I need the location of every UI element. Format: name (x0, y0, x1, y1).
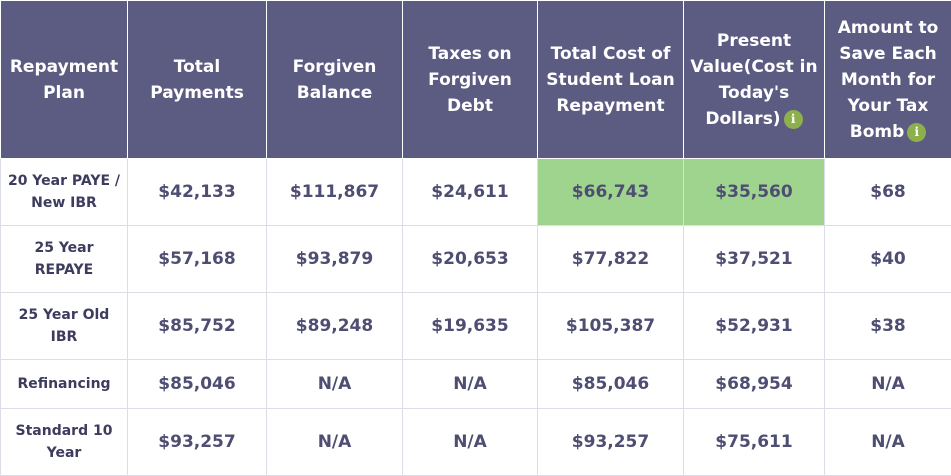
table-row: Standard 10 Year $93,257 N/A N/A $93,257… (0, 408, 951, 476)
taxes-cell: N/A (402, 359, 538, 409)
total-payments-cell: $85,752 (127, 292, 267, 360)
total-cost-cell: $85,046 (537, 359, 684, 409)
table-row: Refinancing $85,046 N/A N/A $85,046 $68,… (0, 359, 951, 409)
header-monthly-savings: Amount to Save Each Month for Your Tax B… (824, 0, 951, 159)
forgiven-balance-cell: $93,879 (266, 225, 403, 293)
forgiven-balance-cell: $89,248 (266, 292, 403, 360)
monthly-savings-cell: N/A (824, 408, 951, 476)
taxes-cell: $24,611 (402, 158, 538, 226)
header-taxes-on-forgiven-debt: Taxes on Forgiven Debt (402, 0, 538, 159)
info-icon[interactable]: i (907, 122, 927, 142)
monthly-savings-cell: $68 (824, 158, 951, 226)
total-payments-cell: $42,133 (127, 158, 267, 226)
present-value-cell: $75,611 (683, 408, 825, 476)
monthly-savings-cell: $40 (824, 225, 951, 293)
table-row: 25 Year REPAYE $57,168 $93,879 $20,653 $… (0, 225, 951, 293)
total-payments-cell: $93,257 (127, 408, 267, 476)
total-payments-cell: $57,168 (127, 225, 267, 293)
present-value-cell: $35,560 (683, 158, 825, 226)
total-payments-cell: $85,046 (127, 359, 267, 409)
forgiven-balance-cell: N/A (266, 408, 403, 476)
table-row: 20 Year PAYE / New IBR $42,133 $111,867 … (0, 158, 951, 226)
plan-name-cell: 25 Year REPAYE (0, 225, 128, 293)
monthly-savings-cell: N/A (824, 359, 951, 409)
taxes-cell: $19,635 (402, 292, 538, 360)
header-row: Repayment Plan Total Payments Forgiven B… (0, 0, 951, 159)
present-value-cell: $68,954 (683, 359, 825, 409)
total-cost-cell: $105,387 (537, 292, 684, 360)
plan-name-cell: 25 Year Old IBR (0, 292, 128, 360)
info-icon[interactable]: i (783, 109, 803, 129)
header-repayment-plan: Repayment Plan (0, 0, 128, 159)
forgiven-balance-cell: $111,867 (266, 158, 403, 226)
header-forgiven-balance: Forgiven Balance (266, 0, 403, 159)
table-row: 25 Year Old IBR $85,752 $89,248 $19,635 … (0, 292, 951, 360)
plan-name-cell: Refinancing (0, 359, 128, 409)
present-value-cell: $37,521 (683, 225, 825, 293)
taxes-cell: N/A (402, 408, 538, 476)
forgiven-balance-cell: N/A (266, 359, 403, 409)
taxes-cell: $20,653 (402, 225, 538, 293)
total-cost-cell: $66,743 (537, 158, 684, 226)
monthly-savings-cell: $38 (824, 292, 951, 360)
header-total-payments: Total Payments (127, 0, 267, 159)
present-value-cell: $52,931 (683, 292, 825, 360)
plan-name-cell: 20 Year PAYE / New IBR (0, 158, 128, 226)
header-present-value: Present Value(Cost in Today's Dollars) i (683, 0, 825, 159)
total-cost-cell: $93,257 (537, 408, 684, 476)
plan-name-cell: Standard 10 Year (0, 408, 128, 476)
header-total-cost: Total Cost of Student Loan Repayment (537, 0, 684, 159)
total-cost-cell: $77,822 (537, 225, 684, 293)
